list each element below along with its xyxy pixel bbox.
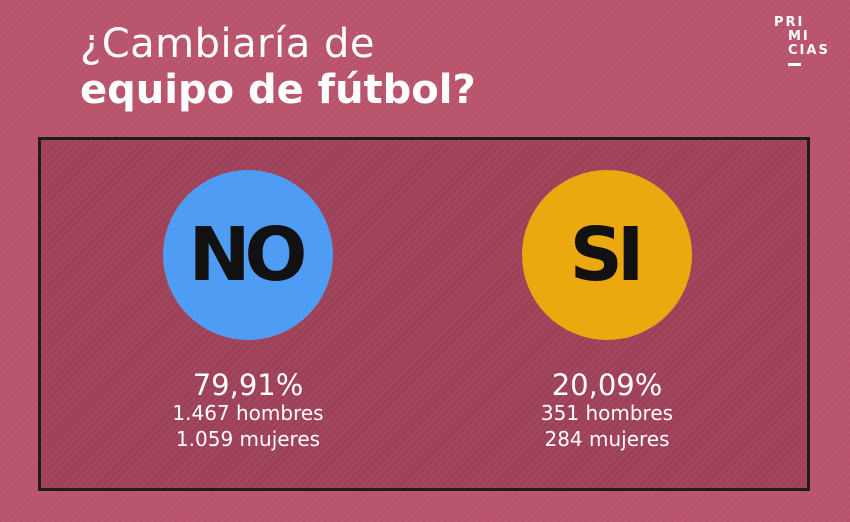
si-label: SI xyxy=(569,212,645,298)
logo-line-2: MI xyxy=(788,29,810,44)
no-men-count: 1.467 hombres xyxy=(172,401,324,426)
logo-underline xyxy=(788,63,801,66)
no-label: NO xyxy=(188,212,308,298)
title-line-1: ¿Cambiaría de xyxy=(80,21,375,67)
no-percent: 79,91% xyxy=(192,368,304,402)
primicias-logo: PRI MI CIAS xyxy=(770,16,832,72)
no-circle: NO xyxy=(163,170,333,340)
si-stats: 20,09% 351 hombres 284 mujeres xyxy=(477,370,737,452)
si-women-count: 284 mujeres xyxy=(544,427,670,452)
page-title: ¿Cambiaría de equipo de fútbol? xyxy=(80,24,476,110)
no-women-count: 1.059 mujeres xyxy=(175,427,321,452)
si-circle: SI xyxy=(522,170,692,340)
logo-line-1: PRI xyxy=(774,15,805,30)
results-panel: NO SI 79,91% 1.467 hombres 1.059 mujeres… xyxy=(38,137,810,491)
si-men-count: 351 hombres xyxy=(540,401,674,426)
title-line-2: equipo de fútbol? xyxy=(80,67,476,113)
no-stats: 79,91% 1.467 hombres 1.059 mujeres xyxy=(118,370,378,452)
si-percent: 20,09% xyxy=(551,368,663,402)
logo-line-3: CIAS xyxy=(788,43,830,58)
